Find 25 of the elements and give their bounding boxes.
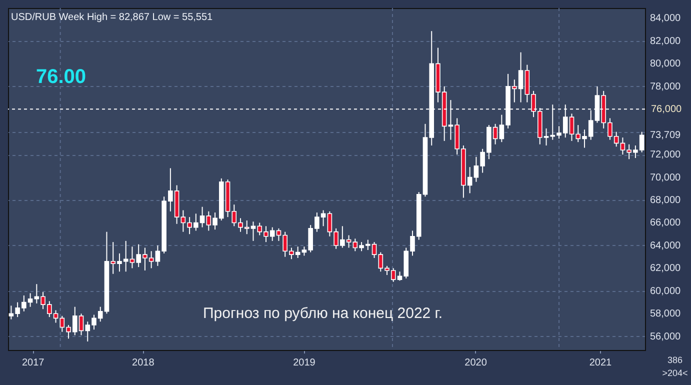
y-tick-label: 73,709 — [650, 130, 682, 142]
chart-title: USD/RUB Week High = 82,867 Low = 55,551 — [11, 12, 214, 23]
text: >204< — [662, 368, 688, 378]
x-tick-label: 2021 — [589, 358, 612, 368]
y-tick-label: 84,000 — [650, 13, 682, 24]
x-tick-label: 2017 — [22, 358, 45, 368]
y-tick-label: 58,000 — [650, 308, 682, 320]
annotation: 76.00 — [36, 66, 86, 88]
x-tick-label: 2020 — [464, 358, 488, 368]
ref-line-label: 76,000 — [651, 104, 682, 116]
y-tick-label: 60,000 — [650, 286, 682, 297]
y-tick-label: 70,000 — [650, 172, 682, 184]
y-tick-label: 56,000 — [650, 331, 682, 342]
y-tick-label: 80,000 — [650, 58, 682, 70]
annotation: Прогноз по рублю на конец 2022 г. — [203, 305, 443, 322]
y-tick-label: 82,000 — [650, 36, 682, 47]
y-tick-label: 62,000 — [650, 263, 682, 274]
y-tick-label: 66,000 — [650, 218, 682, 229]
x-tick-label: 2018 — [132, 358, 155, 368]
y-tick-label: 64,000 — [650, 240, 682, 252]
text: 386 — [667, 355, 683, 365]
y-tick-label: 68,000 — [650, 195, 682, 206]
x-tick-label: 2019 — [293, 358, 316, 368]
y-tick-label: 72,000 — [650, 150, 682, 161]
y-tick-label: 78,000 — [650, 81, 682, 92]
